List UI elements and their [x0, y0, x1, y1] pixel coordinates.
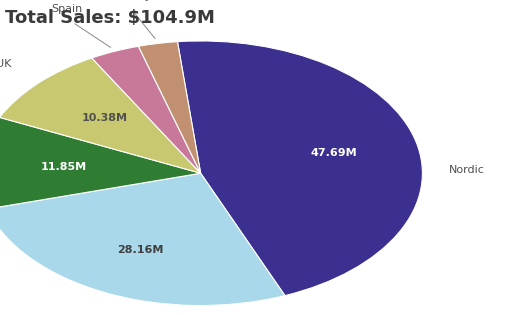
Text: 11.85M: 11.85M: [41, 162, 87, 172]
Text: 28.16M: 28.16M: [117, 245, 164, 255]
Wedge shape: [0, 58, 201, 173]
Wedge shape: [138, 42, 201, 173]
Wedge shape: [177, 41, 422, 295]
Text: Total Sales: $104.9M: Total Sales: $104.9M: [5, 9, 215, 27]
Text: Germany: Germany: [100, 0, 152, 1]
Wedge shape: [0, 117, 201, 209]
Text: 47.69M: 47.69M: [310, 148, 357, 158]
Wedge shape: [0, 173, 285, 306]
Text: 10.38M: 10.38M: [82, 112, 128, 123]
Text: UK: UK: [0, 59, 11, 69]
Text: Nordic: Nordic: [449, 165, 485, 175]
Text: Spain: Spain: [52, 4, 83, 14]
Wedge shape: [92, 46, 201, 173]
